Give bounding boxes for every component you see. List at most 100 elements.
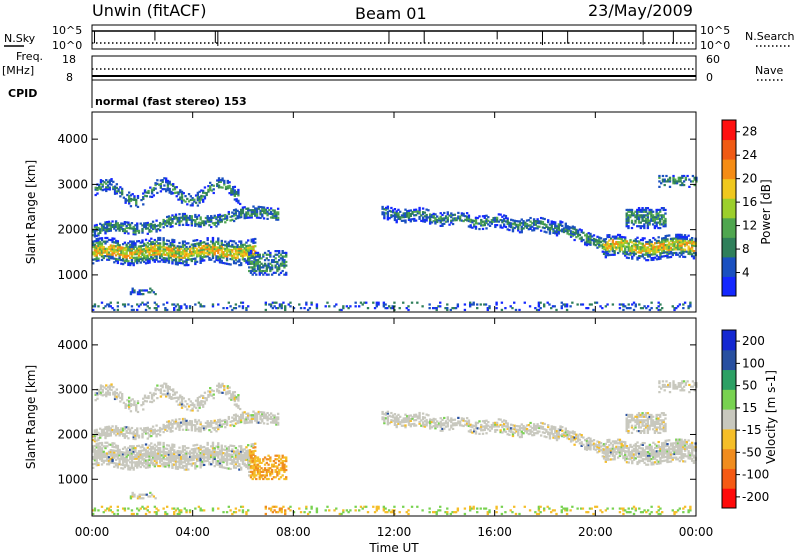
power-cell (116, 260, 120, 263)
power-cell (109, 225, 112, 229)
power-cell (550, 220, 553, 223)
power-cell (158, 260, 162, 263)
power-cell (231, 250, 234, 254)
power-cell (178, 247, 181, 250)
power-cell (199, 221, 202, 225)
power-cell (104, 236, 107, 240)
power-cell (451, 307, 454, 310)
velocity-cell (234, 446, 238, 450)
power-cell (128, 244, 132, 247)
power-cell (492, 220, 495, 223)
velocity-cell (127, 428, 130, 431)
power-cell (109, 257, 112, 260)
power-cell (554, 230, 557, 233)
power-cell (631, 244, 634, 248)
power-cell (130, 221, 134, 225)
velocity-cell (273, 421, 276, 424)
velocity-cell (183, 421, 186, 424)
velocity-cell (166, 386, 170, 390)
velocity-cell (115, 397, 119, 400)
power-cell (552, 228, 555, 231)
power-cell (690, 249, 694, 252)
power-cell (557, 228, 560, 231)
power-cell (258, 273, 261, 276)
power-cell (418, 206, 421, 210)
power-cell (225, 257, 229, 260)
power-cell (119, 186, 122, 189)
velocity-cell (220, 446, 223, 449)
power-cell (625, 307, 629, 310)
power-cell (455, 217, 458, 220)
power-cell (578, 233, 582, 237)
velocity-cell (270, 477, 274, 481)
power-cell (120, 251, 123, 254)
power-cell (467, 219, 471, 223)
power-cell (602, 245, 606, 248)
power-cell (97, 232, 100, 235)
power-cell (232, 219, 236, 223)
power-cell (107, 305, 111, 308)
freq-tick-bottom: 8 (66, 71, 73, 84)
power-cell (413, 217, 416, 221)
power-cell (634, 243, 637, 246)
power-cell (643, 237, 646, 240)
power-cell (587, 239, 590, 242)
power-cell (256, 262, 260, 265)
power-cell (267, 259, 270, 262)
velocity-cell (141, 456, 144, 459)
velocity-cell (243, 462, 246, 465)
power-cell (683, 239, 687, 242)
velocity-cell (269, 472, 272, 475)
power-cell (657, 216, 660, 219)
velocity-cell (130, 432, 134, 435)
power-cell (150, 253, 153, 257)
power-cell (682, 307, 685, 310)
power-cell (644, 208, 648, 212)
power-cell (474, 222, 478, 225)
power-cell (176, 216, 179, 220)
velocity-cell (127, 407, 131, 410)
power-cell (191, 197, 194, 200)
power-cell (673, 251, 676, 255)
power-cell (197, 221, 201, 224)
velocity-cell (169, 461, 172, 464)
power-cell (164, 221, 167, 225)
velocity-cell (247, 444, 250, 447)
power-cell (194, 219, 197, 222)
velocity-cell (129, 410, 133, 413)
velocity-cell (245, 418, 248, 421)
power-cell (439, 212, 442, 215)
velocity-cell (262, 413, 266, 416)
power-cell (252, 252, 255, 255)
power-cell (136, 303, 139, 306)
velocity-cell (208, 421, 211, 425)
velocity-cell (127, 400, 131, 403)
power-cell (136, 249, 139, 252)
velocity-cell (277, 472, 281, 475)
velocity-cell (229, 420, 232, 423)
power-cell (260, 262, 263, 265)
power-cell (107, 227, 111, 231)
velocity-cell (135, 409, 138, 412)
velocity-cell (125, 431, 128, 434)
velocity-cell (106, 452, 109, 455)
power-cell (115, 183, 119, 186)
power-cell (190, 220, 194, 223)
velocity-cell (234, 461, 238, 464)
velocity-cell (225, 421, 229, 425)
power-cell (146, 232, 149, 235)
power-cell (250, 245, 253, 249)
power-cell (164, 190, 168, 193)
velocity-cell (200, 403, 203, 406)
power-cell (189, 195, 193, 198)
power-cell (252, 241, 255, 245)
power-cell (582, 238, 585, 242)
power-cell (539, 301, 542, 304)
power-cell (446, 216, 449, 219)
power-cell (102, 255, 105, 258)
velocity-cell (143, 454, 146, 457)
velocity-cell (258, 465, 261, 468)
velocity-cell (150, 442, 153, 445)
power-cell (178, 259, 181, 263)
power-cell (393, 215, 397, 218)
